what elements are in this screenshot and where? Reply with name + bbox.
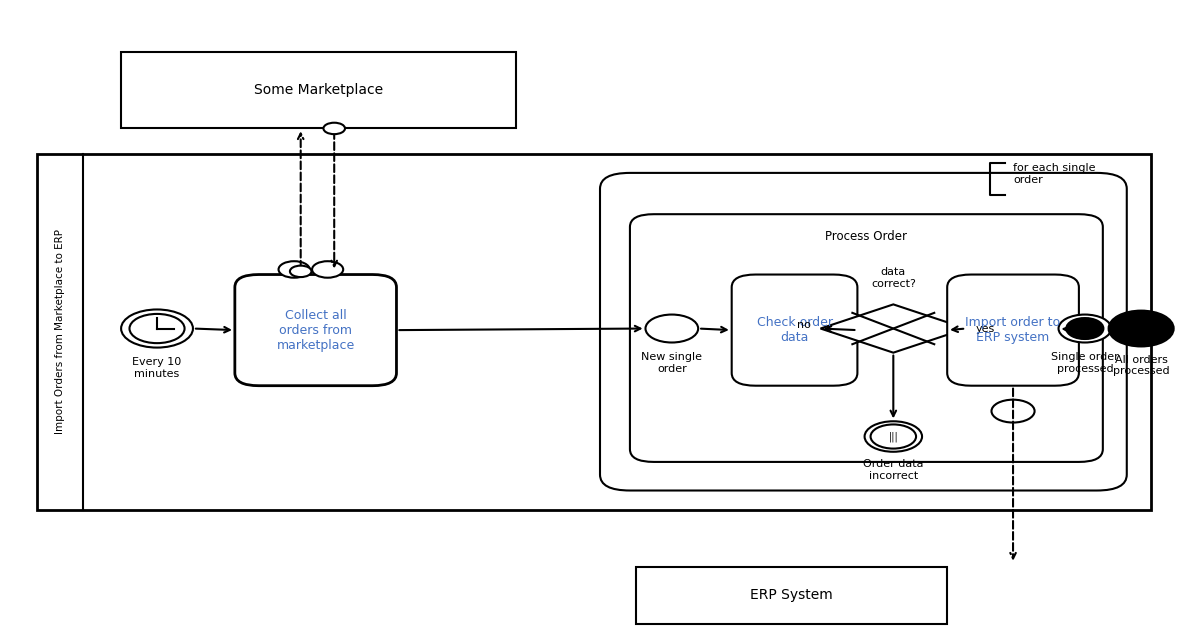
Circle shape bbox=[1110, 312, 1172, 345]
Text: ERP System: ERP System bbox=[750, 588, 833, 602]
Text: Single order
processed: Single order processed bbox=[1051, 352, 1118, 374]
Text: All orders
processed: All orders processed bbox=[1112, 355, 1170, 376]
Circle shape bbox=[324, 122, 344, 134]
Circle shape bbox=[1068, 320, 1102, 338]
FancyBboxPatch shape bbox=[947, 274, 1079, 386]
Circle shape bbox=[1058, 315, 1111, 343]
Text: Some Marketplace: Some Marketplace bbox=[254, 84, 383, 98]
FancyBboxPatch shape bbox=[630, 214, 1103, 462]
Circle shape bbox=[991, 399, 1034, 422]
Bar bbox=[37, 154, 1151, 510]
Text: Check order
data: Check order data bbox=[756, 316, 833, 344]
Circle shape bbox=[646, 315, 698, 343]
Text: for each single
order: for each single order bbox=[1013, 163, 1096, 185]
Polygon shape bbox=[821, 304, 966, 353]
FancyBboxPatch shape bbox=[732, 274, 858, 386]
Bar bbox=[636, 567, 947, 624]
Text: data
correct?: data correct? bbox=[871, 267, 916, 288]
Text: Process Order: Process Order bbox=[826, 230, 907, 243]
FancyBboxPatch shape bbox=[600, 173, 1127, 491]
Circle shape bbox=[864, 421, 922, 452]
Text: |||: ||| bbox=[888, 431, 898, 441]
Text: New single
order: New single order bbox=[641, 352, 702, 374]
Text: Order data
incorrect: Order data incorrect bbox=[863, 459, 924, 481]
Circle shape bbox=[290, 265, 312, 277]
Circle shape bbox=[870, 424, 916, 449]
Text: Every 10
minutes: Every 10 minutes bbox=[132, 357, 181, 379]
Bar bbox=[121, 52, 516, 128]
Circle shape bbox=[278, 261, 310, 278]
Text: Import Orders from Marketplace to ERP: Import Orders from Marketplace to ERP bbox=[55, 229, 65, 434]
Text: yes: yes bbox=[976, 323, 995, 334]
Text: Import order to
ERP system: Import order to ERP system bbox=[966, 316, 1061, 344]
Circle shape bbox=[312, 261, 343, 278]
Text: no: no bbox=[797, 320, 811, 330]
Circle shape bbox=[130, 314, 185, 343]
Circle shape bbox=[121, 309, 193, 348]
FancyBboxPatch shape bbox=[235, 274, 396, 386]
Text: Collect all
orders from
marketplace: Collect all orders from marketplace bbox=[276, 309, 355, 352]
